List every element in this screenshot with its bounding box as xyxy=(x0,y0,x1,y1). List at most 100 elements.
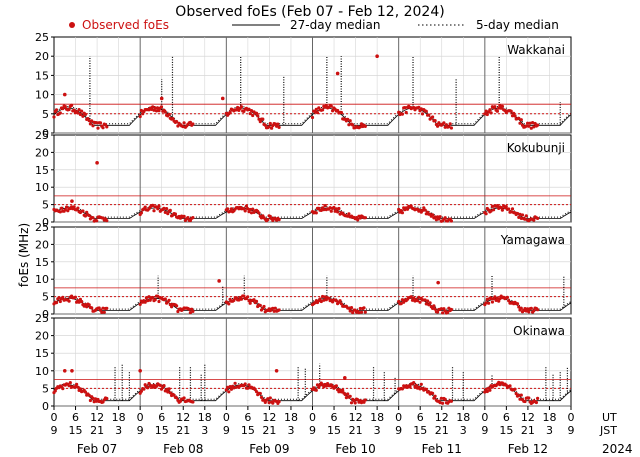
observed-point xyxy=(333,209,337,213)
observed-point xyxy=(495,296,499,300)
day-label: Feb 07 xyxy=(77,442,117,456)
ut-tick-label: 6 xyxy=(244,411,251,424)
observed-point xyxy=(249,211,254,215)
observed-point xyxy=(158,383,162,387)
observed-point xyxy=(504,205,508,209)
observed-point xyxy=(163,297,167,301)
observed-point xyxy=(237,298,241,302)
observed-point xyxy=(54,301,59,305)
observed-point xyxy=(423,298,427,302)
y-tick-label: 20 xyxy=(35,238,49,251)
observed-point xyxy=(517,215,521,219)
observed-point xyxy=(186,216,190,220)
y-tick-label: 20 xyxy=(35,146,49,159)
ut-tick-label: 12 xyxy=(176,411,190,424)
observed-point xyxy=(418,387,422,391)
observed-point xyxy=(188,311,192,315)
observed-point xyxy=(332,205,336,210)
observed-point xyxy=(83,390,87,394)
observed-point xyxy=(243,209,247,213)
y-tick-label: 10 xyxy=(35,365,49,378)
observed-point xyxy=(447,125,451,129)
observed-point xyxy=(495,109,499,113)
observed-point xyxy=(270,126,274,130)
ut-tick-label: 6 xyxy=(331,411,338,424)
observed-point xyxy=(239,297,243,301)
observed-point xyxy=(436,280,440,285)
observed-point xyxy=(85,210,89,214)
observed-point xyxy=(83,112,87,116)
ut-tick-label: 0 xyxy=(223,411,230,424)
observed-point xyxy=(102,310,106,314)
observed-point xyxy=(362,306,366,310)
jst-tick-label: 21 xyxy=(435,424,449,437)
jst-tick-label: 15 xyxy=(327,424,341,437)
observed-point xyxy=(507,299,511,303)
observed-point xyxy=(276,122,280,126)
observed-point xyxy=(232,386,236,390)
observed-point xyxy=(220,96,225,101)
observed-point xyxy=(139,211,143,215)
observed-point xyxy=(510,114,515,118)
observed-point xyxy=(527,124,531,128)
observed-point xyxy=(191,309,195,313)
observed-point xyxy=(83,214,87,218)
observed-point xyxy=(315,111,320,115)
observed-point xyxy=(217,279,221,283)
y-tick-label: 5 xyxy=(42,108,49,121)
legend: Observed foEs 27-day median 5-day median xyxy=(69,18,559,32)
observed-point xyxy=(515,211,520,216)
y-tick-label: 10 xyxy=(35,181,49,194)
jst-tick-label: 21 xyxy=(349,424,363,437)
observed-point xyxy=(154,109,159,113)
observed-point xyxy=(323,204,327,208)
observed-point xyxy=(228,385,232,389)
observed-point xyxy=(363,124,367,128)
observed-point xyxy=(251,113,255,118)
ut-tick-label: 6 xyxy=(158,411,165,424)
observed-point xyxy=(176,124,180,128)
observed-point xyxy=(263,123,267,127)
observed-point xyxy=(349,401,354,405)
observed-point xyxy=(67,107,71,112)
observed-point xyxy=(157,204,161,208)
observed-point xyxy=(314,211,318,215)
observed-point xyxy=(317,385,321,389)
jst-tick-label: 21 xyxy=(262,424,276,437)
observed-point xyxy=(423,208,427,212)
observed-point xyxy=(88,398,92,403)
observed-point xyxy=(234,108,238,112)
observed-point xyxy=(356,218,360,222)
observed-point xyxy=(277,125,281,129)
observed-point xyxy=(87,213,91,218)
observed-point xyxy=(536,396,540,400)
observed-point xyxy=(439,307,443,311)
observed-point xyxy=(91,124,95,128)
ut-tick-label: 0 xyxy=(568,411,575,424)
jst-tick-label: 3 xyxy=(460,424,467,437)
observed-point xyxy=(448,122,452,126)
observed-point xyxy=(274,369,279,373)
observed-point xyxy=(77,300,81,304)
observed-point xyxy=(258,120,262,124)
observed-point xyxy=(157,109,161,113)
observed-point xyxy=(419,382,423,386)
observed-point xyxy=(335,71,340,76)
observed-point xyxy=(533,121,537,126)
jst-tick-label: 9 xyxy=(395,424,402,437)
observed-point xyxy=(233,381,237,385)
observed-point xyxy=(182,396,186,400)
observed-point xyxy=(144,296,148,300)
observed-point xyxy=(277,218,281,222)
observed-point xyxy=(322,298,326,302)
jst-tick-label: 9 xyxy=(51,424,58,437)
observed-point xyxy=(529,306,533,310)
observed-point xyxy=(434,218,438,222)
observed-point xyxy=(227,302,231,306)
observed-point xyxy=(353,401,357,405)
observed-point xyxy=(348,309,352,313)
observed-point xyxy=(162,384,166,388)
observed-point xyxy=(400,387,404,391)
observed-point xyxy=(490,204,494,208)
jst-tick-label: 3 xyxy=(546,424,553,437)
